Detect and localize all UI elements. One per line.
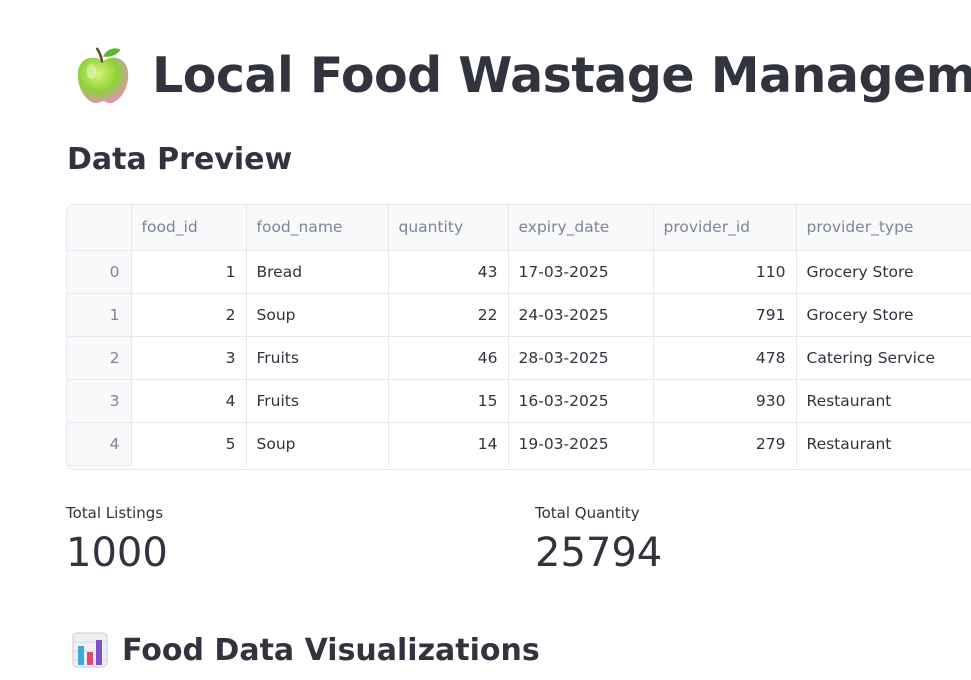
- column-header-food-id[interactable]: food_id: [131, 205, 247, 251]
- cell-provider-id[interactable]: 791: [653, 293, 797, 337]
- bar-chart-icon: [72, 632, 108, 668]
- cell-provider-type[interactable]: Grocery Store: [796, 250, 971, 294]
- cell-provider-type[interactable]: Restaurant: [796, 422, 971, 465]
- cell-food-name[interactable]: Bread: [246, 250, 389, 294]
- cell-provider-id[interactable]: 478: [653, 336, 797, 380]
- cell-quantity[interactable]: 43: [388, 250, 509, 294]
- dataframe: food_id food_name quantity expiry_date p…: [67, 205, 971, 466]
- column-header-food-name[interactable]: food_name: [246, 205, 389, 251]
- green-apple-icon: [77, 47, 129, 104]
- cell-provider-type[interactable]: Catering Service: [796, 336, 971, 380]
- table-header-row: food_id food_name quantity expiry_date p…: [67, 205, 971, 251]
- data-preview-table[interactable]: food_id food_name quantity expiry_date p…: [66, 204, 971, 470]
- cell-expiry-date[interactable]: 16-03-2025: [508, 379, 654, 423]
- data-preview-heading: Data Preview: [67, 142, 293, 177]
- metric-total-listings: Total Listings 1000: [66, 504, 168, 576]
- cell-food-id[interactable]: 5: [131, 422, 247, 465]
- column-header-quantity[interactable]: quantity: [388, 205, 509, 251]
- cell-food-name[interactable]: Soup: [246, 422, 389, 465]
- table-row: 1 2 Soup 22 24-03-2025 791 Grocery Store: [67, 293, 971, 337]
- cell-provider-id[interactable]: 930: [653, 379, 797, 423]
- cell-quantity[interactable]: 14: [388, 422, 509, 465]
- table-row: 0 1 Bread 43 17-03-2025 110 Grocery Stor…: [67, 250, 971, 294]
- cell-food-name[interactable]: Soup: [246, 293, 389, 337]
- row-index: 4: [67, 422, 132, 466]
- metric-label: Total Listings: [66, 504, 164, 522]
- row-index: 1: [67, 293, 132, 337]
- cell-quantity[interactable]: 15: [388, 379, 509, 423]
- row-index: 2: [67, 336, 132, 380]
- cell-provider-type[interactable]: Restaurant: [796, 379, 971, 423]
- cell-expiry-date[interactable]: 24-03-2025: [508, 293, 654, 337]
- cell-provider-id[interactable]: 279: [653, 422, 797, 465]
- cell-provider-id[interactable]: 110: [653, 250, 797, 294]
- metric-label: Total Quantity: [535, 504, 640, 522]
- table-row: 2 3 Fruits 46 28-03-2025 478 Catering Se…: [67, 336, 971, 380]
- cell-food-id[interactable]: 2: [131, 293, 247, 337]
- cell-food-name[interactable]: Fruits: [246, 379, 389, 423]
- page-title-row: Local Food Wastage Management System: [72, 40, 971, 110]
- index-header: [67, 205, 132, 251]
- cell-expiry-date[interactable]: 19-03-2025: [508, 422, 654, 465]
- row-index: 3: [67, 379, 132, 423]
- metric-total-quantity: Total Quantity 25794: [535, 504, 662, 576]
- cell-expiry-date[interactable]: 17-03-2025: [508, 250, 654, 294]
- row-index: 0: [67, 250, 132, 294]
- cell-food-id[interactable]: 3: [131, 336, 247, 380]
- cell-provider-type[interactable]: Grocery Store: [796, 293, 971, 337]
- cell-food-id[interactable]: 1: [131, 250, 247, 294]
- column-header-provider-type[interactable]: provider_type: [796, 205, 971, 251]
- table-row: 4 5 Soup 14 19-03-2025 279 Restaurant: [67, 422, 971, 466]
- cell-expiry-date[interactable]: 28-03-2025: [508, 336, 654, 380]
- cell-quantity[interactable]: 22: [388, 293, 509, 337]
- cell-food-name[interactable]: Fruits: [246, 336, 389, 380]
- visualizations-heading: Food Data Visualizations: [122, 632, 540, 668]
- visualizations-heading-row: Food Data Visualizations: [72, 630, 540, 670]
- table-row: 3 4 Fruits 15 16-03-2025 930 Restaurant: [67, 379, 971, 423]
- cell-quantity[interactable]: 46: [388, 336, 509, 380]
- column-header-expiry-date[interactable]: expiry_date: [508, 205, 654, 251]
- cell-food-id[interactable]: 4: [131, 379, 247, 423]
- page-title: Local Food Wastage Management System: [152, 46, 971, 104]
- metric-value: 25794: [535, 530, 663, 576]
- metric-value: 1000: [66, 530, 168, 576]
- column-header-provider-id[interactable]: provider_id: [653, 205, 797, 251]
